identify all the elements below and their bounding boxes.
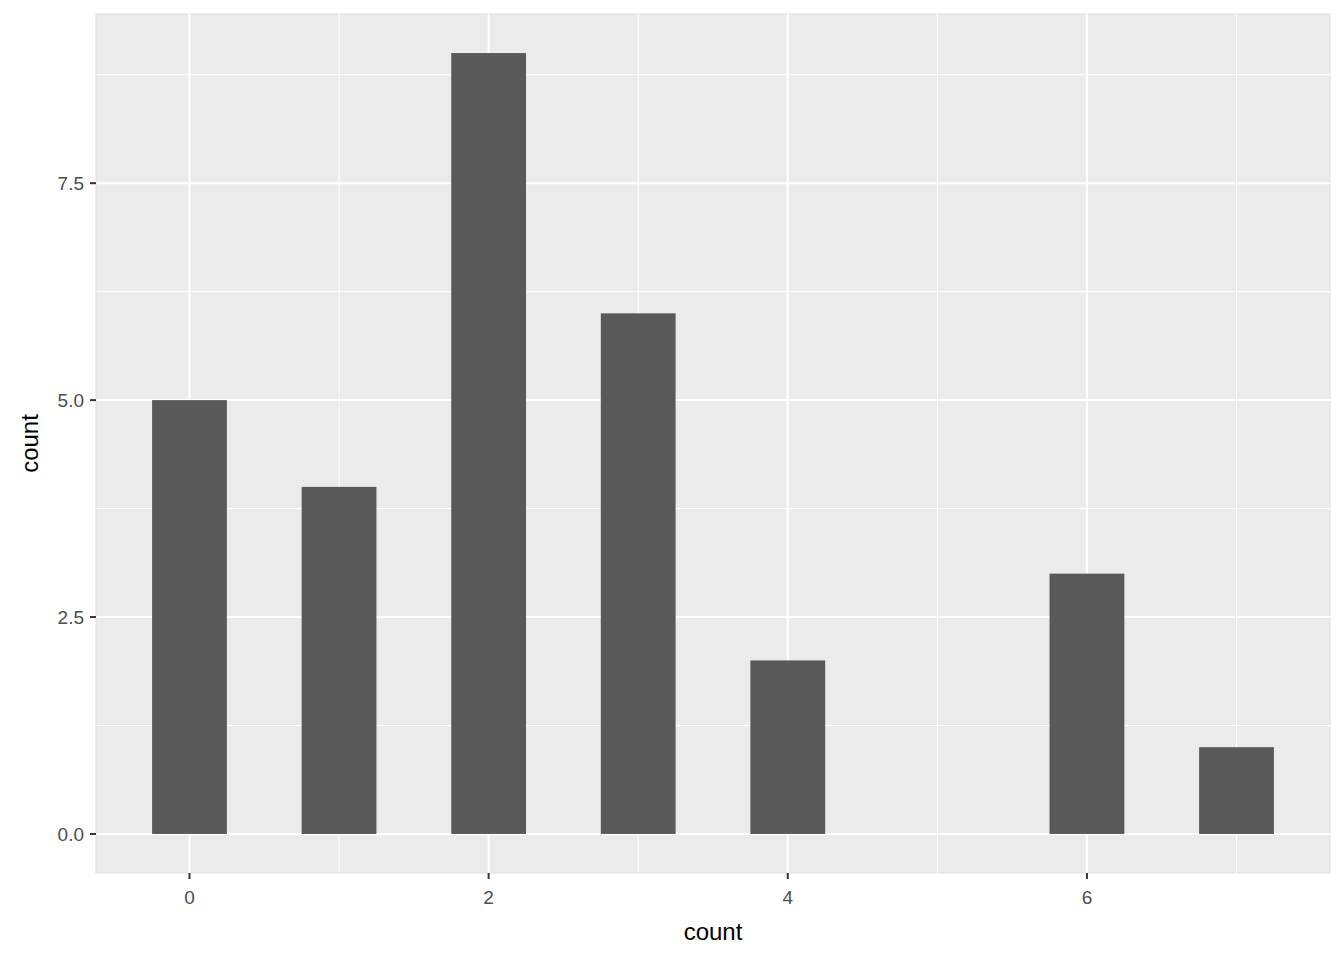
x-axis-title: count <box>684 918 743 945</box>
y-tick-label: 7.5 <box>58 173 84 194</box>
minor-grid-y <box>96 291 1330 292</box>
axes: 0 2 4 6 0.0 2.5 5.0 7.5 <box>58 173 1093 908</box>
bar <box>302 487 377 834</box>
grid-y <box>96 399 1330 401</box>
plot-frame <box>96 14 1330 873</box>
bar <box>1050 574 1125 834</box>
y-tick <box>90 616 96 618</box>
grid <box>96 14 1330 873</box>
x-tick <box>1086 873 1088 879</box>
bar <box>750 660 825 834</box>
y-tick <box>90 182 96 184</box>
bar <box>601 313 676 834</box>
x-tick <box>188 873 190 879</box>
y-tick-label: 2.5 <box>58 607 84 628</box>
minor-grid-x <box>937 14 938 873</box>
y-tick <box>90 399 96 401</box>
y-tick <box>90 833 96 835</box>
minor-grid-x <box>1236 14 1237 873</box>
x-tick-label: 4 <box>782 887 793 908</box>
bar <box>1199 747 1274 834</box>
y-tick-label: 5.0 <box>58 390 84 411</box>
minor-grid-y <box>96 508 1330 509</box>
minor-grid-y <box>96 74 1330 75</box>
y-axis-title: count <box>16 414 43 473</box>
x-tick-label: 0 <box>184 887 195 908</box>
y-tick-label: 0.0 <box>58 824 84 845</box>
x-tick <box>488 873 490 879</box>
bar <box>451 53 526 834</box>
grid-y <box>96 182 1330 184</box>
chart: 0 2 4 6 0.0 2.5 5.0 7.5 count count <box>0 0 1344 960</box>
x-tick <box>787 873 789 879</box>
bar <box>152 400 227 834</box>
x-tick-label: 2 <box>483 887 494 908</box>
x-tick-label: 6 <box>1082 887 1093 908</box>
minor-grid-y <box>96 725 1330 726</box>
bars <box>152 53 1274 834</box>
grid-y <box>96 616 1330 618</box>
grid-y <box>96 833 1330 835</box>
